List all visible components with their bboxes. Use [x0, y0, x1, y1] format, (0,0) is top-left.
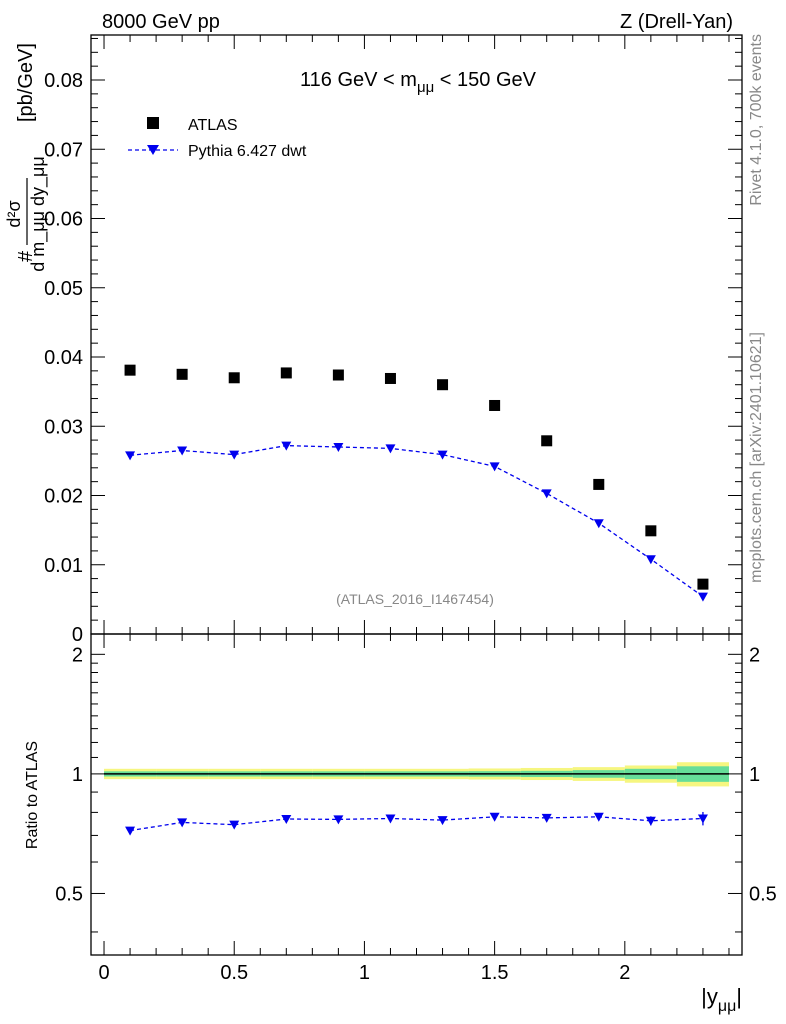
- ratio-data-layer: [125, 811, 708, 836]
- ratio-point: [437, 816, 448, 826]
- x-axis-label: |yμμ|: [701, 984, 742, 1015]
- atlas-point: [124, 364, 136, 376]
- pythia-point: [593, 519, 604, 529]
- pythia-point: [385, 444, 396, 454]
- x-tick-label: 0.5: [220, 962, 248, 984]
- ratio-point: [125, 826, 136, 836]
- header-left: 8000 GeV pp: [102, 11, 220, 33]
- y-tick-label: 0: [72, 624, 83, 646]
- pythia-point: [697, 592, 708, 602]
- main-axis-ticks: 0 0.01 0.02 0.03 0.04 0.05 0.06 0.07 0.08: [44, 35, 742, 646]
- ratio-y-tick-label: 0.5: [55, 883, 83, 905]
- y-tick-label: 0.04: [44, 347, 83, 369]
- legend-atlas-marker: [147, 117, 159, 129]
- ratio-frame: [90, 633, 743, 956]
- x-tick-label: 2: [619, 962, 630, 984]
- y-tick-label: 0.06: [44, 209, 83, 231]
- ratio-y-tick-label-right: 2: [749, 644, 760, 666]
- atlas-point: [228, 372, 240, 384]
- x-tick-label: 1.5: [481, 962, 509, 984]
- pythia-point: [437, 450, 448, 460]
- atlas-point: [697, 578, 709, 590]
- pythia-point: [645, 555, 656, 565]
- legend-pythia-marker: [147, 145, 159, 155]
- legend-pythia-label: Pythia 6.427 dwt: [188, 143, 307, 160]
- atlas-point: [437, 379, 449, 391]
- ratio-panel: 0 0.5 1 1.5 2 0.5 0.5 1 1 2 2 Ratio to ATLAS: [24, 633, 777, 984]
- ratio-point: [385, 814, 396, 824]
- ratio-point: [229, 820, 240, 830]
- y-axis-denominator: d m_μμ dy_μμ: [28, 156, 49, 272]
- y-axis-hash: #: [15, 250, 37, 262]
- ratio-point: [177, 818, 188, 828]
- atlas-point: [280, 367, 292, 379]
- pythia-point: [281, 441, 292, 451]
- y-tick-label: 0.02: [44, 486, 83, 508]
- legend-atlas-label: ATLAS: [188, 117, 238, 134]
- pythia-line: [130, 444, 704, 598]
- analysis-id: (ATLAS_2016_I1467454): [336, 591, 494, 607]
- ratio-uncertainty-bands: [104, 762, 729, 787]
- atlas-point: [176, 368, 188, 380]
- x-tick-label: 0: [98, 962, 109, 984]
- rivet-label: Rivet 4.1.0, 700k events: [748, 34, 765, 206]
- y-axis-numerator: d²σ: [4, 200, 24, 227]
- y-tick-label: 0.05: [44, 278, 83, 300]
- ratio-y-tick-label-right: 0.5: [749, 883, 777, 905]
- main-y-axis-label: # d²σ d m_μμ dy_μμ [pb/GeV]: [4, 43, 49, 272]
- ratio-point: [333, 815, 344, 825]
- pythia-point: [229, 450, 240, 460]
- mcplots-label: mcplots.cern.ch [arXiv:2401.10621]: [748, 332, 765, 583]
- y-tick-label: 0.07: [44, 139, 83, 161]
- main-panel: 0 0.01 0.02 0.03 0.04 0.05 0.06 0.07 0.08 116 Ge…: [4, 34, 743, 646]
- pythia-point: [541, 489, 552, 499]
- y-tick-label: 0.03: [44, 416, 83, 438]
- pythia-point: [489, 462, 500, 472]
- ratio-y-tick-label-right: 1: [749, 764, 760, 786]
- plot-title: 116 GeV < mμμ < 150 GeV: [300, 69, 537, 96]
- y-axis-unit: [pb/GeV]: [15, 43, 37, 122]
- ratio-point: [593, 812, 604, 822]
- ratio-point: [281, 814, 292, 824]
- ratio-point: [489, 812, 500, 822]
- header-right: Z (Drell-Yan): [620, 11, 733, 33]
- ratio-point: [697, 814, 708, 824]
- legend: ATLAS Pythia 6.427 dwt: [128, 117, 307, 160]
- y-tick-label: 0.08: [44, 70, 83, 92]
- ratio-point: [645, 816, 656, 826]
- ratio-point: [541, 813, 552, 823]
- atlas-point: [541, 435, 553, 447]
- main-data-layer: [124, 364, 709, 602]
- ratio-axis-ticks: 0 0.5 1 1.5 2 0.5 0.5 1 1 2 2: [55, 634, 777, 984]
- ratio-y-tick-label: 2: [72, 644, 83, 666]
- atlas-point: [332, 369, 344, 381]
- pythia-point: [177, 446, 188, 456]
- ratio-y-label: Ratio to ATLAS: [24, 741, 41, 849]
- ratio-y-tick-label: 1: [72, 764, 83, 786]
- atlas-point: [593, 478, 605, 490]
- atlas-point: [384, 372, 396, 384]
- x-tick-label: 1: [359, 962, 370, 984]
- pythia-point: [125, 451, 136, 461]
- y-tick-label: 0.01: [44, 555, 83, 577]
- atlas-point: [645, 525, 657, 537]
- pythia-point: [333, 443, 344, 453]
- atlas-point: [489, 399, 501, 411]
- ratio-line: [129, 816, 703, 832]
